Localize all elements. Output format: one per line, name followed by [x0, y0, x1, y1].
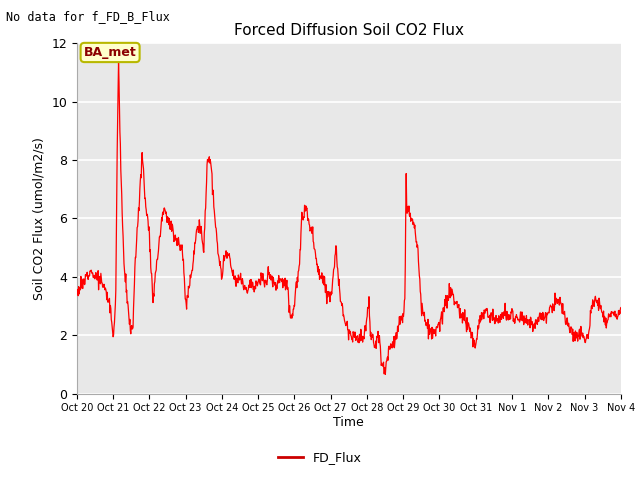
X-axis label: Time: Time — [333, 416, 364, 429]
Title: Forced Diffusion Soil CO2 Flux: Forced Diffusion Soil CO2 Flux — [234, 23, 464, 38]
Text: BA_met: BA_met — [84, 46, 136, 59]
Y-axis label: Soil CO2 Flux (umol/m2/s): Soil CO2 Flux (umol/m2/s) — [33, 137, 45, 300]
Text: No data for f_FD_B_Flux: No data for f_FD_B_Flux — [6, 10, 170, 23]
Legend: FD_Flux: FD_Flux — [273, 446, 367, 469]
